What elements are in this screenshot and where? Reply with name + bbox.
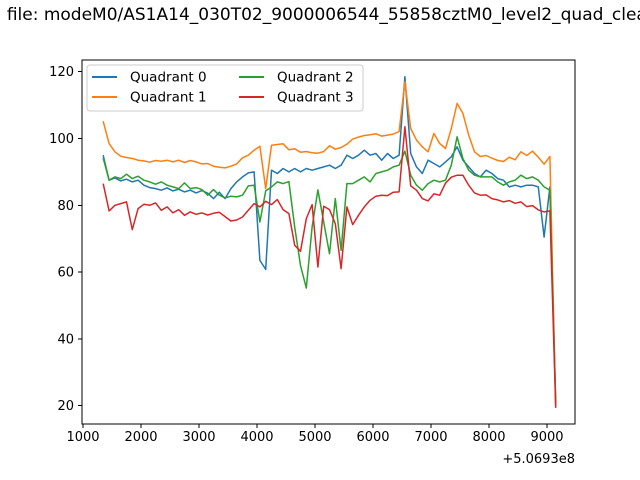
- y-tick-label: 120: [49, 65, 74, 80]
- y-tick-label: 80: [57, 199, 74, 214]
- legend-label-quadrant-3: Quadrant 3: [277, 90, 354, 106]
- plot-area: [81, 59, 576, 425]
- x-tick-label: 6000: [356, 430, 389, 445]
- x-axis: 1000 2000 3000 4000 5000 6000 7000 8000 9000: [66, 424, 564, 445]
- legend-label-quadrant-0: Quadrant 0: [130, 70, 207, 86]
- legend-entry-quadrant-0: Quadrant 0: [92, 70, 207, 86]
- series-line-quadrant-3: [102, 126, 557, 409]
- series-lines: [102, 75, 557, 409]
- x-tick-label: 9000: [530, 430, 563, 445]
- series-line-quadrant-2: [102, 136, 557, 405]
- legend-entry-quadrant-2: Quadrant 2: [239, 70, 354, 86]
- x-tick-label: 4000: [240, 430, 273, 445]
- legend-entry-quadrant-3: Quadrant 3: [239, 90, 354, 106]
- y-tick-label: 60: [57, 266, 74, 281]
- figure-title: a file: modeM0/AS1A14_030T02_9000006544_…: [0, 5, 640, 25]
- x-tick-label: 5000: [298, 430, 331, 445]
- y-axis: 20 40 60 80 100 120: [49, 65, 82, 414]
- y-tick-label: 100: [49, 132, 74, 147]
- x-axis-offset-label: +5.0693e8: [502, 452, 575, 467]
- y-tick-label: 20: [57, 399, 74, 414]
- series-line-quadrant-1: [102, 80, 557, 407]
- legend-entry-quadrant-1: Quadrant 1: [92, 90, 207, 106]
- legend-label-quadrant-1: Quadrant 1: [130, 90, 207, 106]
- y-tick-label: 40: [57, 332, 74, 347]
- legend-label-quadrant-2: Quadrant 2: [277, 70, 354, 86]
- x-tick-label: 1000: [66, 430, 99, 445]
- legend: Quadrant 0 Quadrant 1 Quadrant 2 Quadran…: [86, 64, 364, 112]
- x-tick-label: 7000: [414, 430, 447, 445]
- x-tick-label: 8000: [472, 430, 505, 445]
- x-tick-label: 2000: [124, 430, 157, 445]
- x-tick-label: 3000: [182, 430, 215, 445]
- legend-box: [86, 64, 364, 112]
